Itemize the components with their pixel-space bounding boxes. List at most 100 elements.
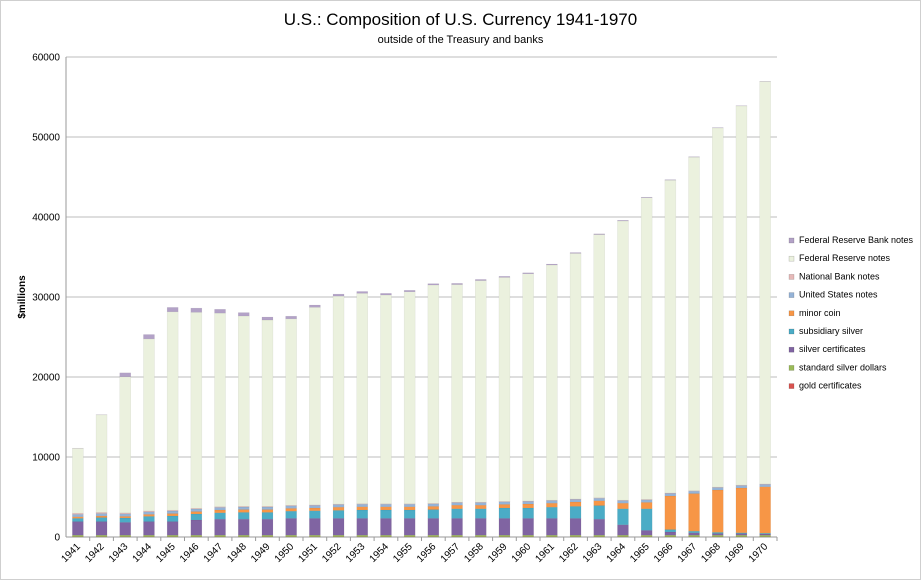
- bar-segment-minor-coin: [261, 509, 274, 513]
- bar-segment-subsidiary-silver: [190, 513, 203, 521]
- bar-segment-united-states-notes: [664, 493, 677, 497]
- bar-segment-united-states-notes: [688, 490, 700, 494]
- bar-segment-silver-certificates: [498, 518, 511, 536]
- x-tick-label: 1969: [723, 541, 747, 565]
- bar-segment-federal-reserve-notes: [143, 338, 155, 512]
- bar-segment-federal-reserve-notes: [664, 179, 677, 494]
- bar-segment-minor-coin: [617, 502, 629, 510]
- legend-label: subsidiary silver: [799, 326, 863, 336]
- bar-segment-minor-coin: [214, 509, 226, 514]
- bar-segment-federal-reserve-bank-notes: [356, 291, 368, 294]
- bar-segment-united-states-notes: [593, 497, 605, 502]
- y-tick-label: 60000: [32, 53, 60, 64]
- bar-segment-united-states-notes: [143, 511, 155, 515]
- bar-segment-united-states-notes: [119, 513, 131, 517]
- bar-segment-subsidiary-silver: [380, 509, 392, 519]
- bar-segment-united-states-notes: [735, 485, 748, 489]
- bar-segment-united-states-notes: [380, 503, 392, 508]
- x-tick-label: 1941: [59, 541, 83, 565]
- axes: [65, 57, 778, 541]
- y-tick-label: 30000: [32, 293, 60, 304]
- bar-segment-federal-reserve-notes: [356, 293, 368, 504]
- bar-segment-federal-reserve-bank-notes: [238, 312, 250, 317]
- bar-segment-federal-reserve-bank-notes: [309, 304, 321, 308]
- bar-segment-federal-reserve-notes: [332, 295, 345, 505]
- y-tick-labels: 0 10000 20000 30000 40000 50000 60000: [32, 53, 60, 544]
- bar-segment-federal-reserve-bank-notes: [522, 272, 534, 275]
- legend-swatch: [788, 383, 795, 389]
- bar-segment-minor-coin: [309, 507, 321, 512]
- bar-segment-silver-certificates: [688, 532, 700, 536]
- bar-segment-federal-reserve-notes: [72, 448, 84, 514]
- legend-label: Federal Reserve Bank notes: [799, 235, 914, 245]
- x-tick-label: 1957: [439, 541, 463, 565]
- bar-segment-silver-certificates: [546, 518, 558, 536]
- x-tick-label: 1960: [510, 541, 534, 565]
- bar-segment-federal-reserve-bank-notes: [166, 307, 179, 313]
- bar-segment-subsidiary-silver: [427, 509, 440, 519]
- x-tick-label: 1950: [273, 541, 297, 565]
- bar-segment-minor-coin: [546, 502, 558, 508]
- bar-segment-silver-certificates: [759, 533, 771, 536]
- bar-segment-united-states-notes: [546, 500, 558, 504]
- x-tick-label: 1953: [344, 541, 368, 565]
- bar-segment-federal-reserve-notes: [475, 280, 487, 503]
- x-tick-label: 1943: [107, 541, 131, 565]
- x-tick-labels: 1941 1942 1943 1944 1945 1946 1947 1948 1949 1950…: [59, 541, 770, 565]
- bar-segment-federal-reserve-notes: [380, 294, 392, 505]
- bar-segment-federal-reserve-bank-notes: [190, 307, 203, 313]
- bar-segment-minor-coin: [451, 504, 463, 510]
- legend-swatch: [788, 255, 795, 262]
- bar-segment-minor-coin: [498, 504, 511, 509]
- bar-segment-federal-reserve-notes: [238, 315, 250, 507]
- bar-segment-subsidiary-silver: [546, 506, 558, 519]
- bar-segment-silver-certificates: [522, 518, 534, 536]
- bar-segment-subsidiary-silver: [143, 516, 155, 522]
- bar-segment-united-states-notes: [166, 510, 179, 514]
- x-tick-label: 1946: [178, 541, 202, 565]
- bar-segment-subsidiary-silver: [332, 510, 345, 519]
- bar-segment-silver-certificates: [261, 518, 274, 536]
- bar-segment-federal-reserve-bank-notes: [640, 196, 653, 199]
- bar-segment-federal-reserve-bank-notes: [546, 263, 558, 266]
- bar-segment-minor-coin: [640, 502, 653, 510]
- bar-segment-united-states-notes: [403, 503, 416, 508]
- bar-segment-federal-reserve-notes: [759, 81, 771, 485]
- bar-segment-subsidiary-silver: [522, 507, 534, 519]
- chart-title: U.S.: Composition of U.S. Currency 1941-…: [283, 10, 638, 29]
- bar-segment-federal-reserve-bank-notes: [569, 252, 582, 254]
- bar-segment-united-states-notes: [522, 501, 534, 505]
- bar-segment-subsidiary-silver: [309, 510, 321, 519]
- x-tick-label: 1956: [415, 541, 439, 565]
- bar-segment-united-states-notes: [214, 507, 226, 511]
- legend-label: minor coin: [799, 308, 841, 318]
- bar-segment-federal-reserve-notes: [617, 220, 629, 501]
- bar-segment-minor-coin: [380, 506, 392, 511]
- legend-label: National Bank notes: [799, 271, 880, 281]
- bar-segment-silver-certificates: [664, 531, 677, 536]
- bar-segment-federal-reserve-notes: [735, 105, 748, 486]
- bar-segment-federal-reserve-bank-notes: [475, 279, 487, 281]
- bar-segment-silver-certificates: [475, 518, 487, 536]
- bar-segment-minor-coin: [143, 514, 155, 517]
- chart-subtitle: outside of the Treasury and banks: [377, 34, 544, 46]
- bar-segment-united-states-notes: [309, 505, 321, 509]
- bar-segment-federal-reserve-notes: [190, 312, 203, 509]
- x-tick-label: 1944: [131, 541, 155, 565]
- bar-segment-federal-reserve-bank-notes: [427, 283, 440, 286]
- x-tick-label: 1959: [486, 541, 510, 565]
- bar-segment-subsidiary-silver: [640, 508, 653, 531]
- bar-segment-national-bank-notes: [119, 512, 131, 515]
- legend-swatch: [788, 328, 795, 335]
- bar-segment-federal-reserve-notes: [522, 273, 534, 502]
- x-tick-label: 1948: [225, 541, 249, 565]
- bar-segment-united-states-notes: [72, 514, 84, 518]
- bar-segment-silver-certificates: [238, 518, 250, 536]
- bar-segment-federal-reserve-notes: [712, 127, 724, 488]
- bar-segment-federal-reserve-notes: [451, 284, 463, 503]
- bar-segment-silver-certificates: [451, 518, 463, 536]
- bar-segment-united-states-notes: [759, 484, 771, 488]
- bar-segment-minor-coin: [190, 511, 203, 515]
- bar-segment-subsidiary-silver: [403, 509, 416, 519]
- bar-segment-subsidiary-silver: [166, 515, 179, 522]
